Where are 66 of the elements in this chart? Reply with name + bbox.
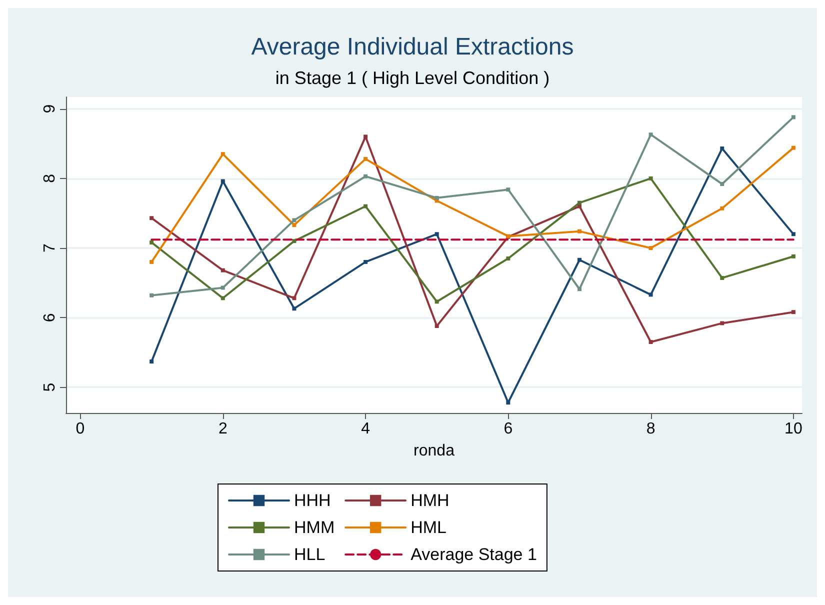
- y-tick-label: 6: [42, 313, 58, 322]
- point: [364, 204, 368, 208]
- point: [292, 218, 296, 222]
- point: [292, 296, 296, 300]
- point: [220, 296, 225, 300]
- point: [364, 174, 368, 178]
- legend-label: HHH: [294, 491, 331, 510]
- point: [292, 223, 296, 228]
- point: [720, 146, 724, 151]
- point: [577, 258, 582, 262]
- point: [648, 340, 653, 344]
- x-axis-title: ronda: [414, 442, 455, 460]
- point: [791, 232, 796, 236]
- point: [150, 216, 154, 220]
- point: [220, 179, 225, 184]
- point: [292, 306, 296, 311]
- point: [720, 276, 724, 280]
- point: [720, 206, 724, 210]
- point: [648, 292, 653, 297]
- chart-subtitle: in Stage 1 ( High Level Condition ): [275, 68, 550, 88]
- point: [220, 152, 225, 156]
- point: [791, 310, 796, 314]
- point: [791, 115, 796, 120]
- point: [434, 300, 439, 304]
- point: [364, 260, 368, 264]
- legend-label: Average Stage 1: [410, 545, 537, 564]
- legend-label: HMH: [410, 491, 450, 510]
- point: [506, 400, 510, 405]
- point: [648, 246, 653, 250]
- y-tick-label: 7: [42, 243, 58, 252]
- x-tick-label: 4: [361, 420, 370, 438]
- point: [434, 324, 439, 328]
- point: [220, 286, 225, 290]
- point: [434, 196, 439, 200]
- chart-title: Average Individual Extractions: [251, 34, 574, 60]
- point: [791, 254, 796, 258]
- point: [434, 232, 439, 236]
- x-tick-label: 6: [504, 420, 513, 438]
- point: [364, 134, 368, 139]
- point: [577, 200, 582, 205]
- point: [648, 176, 653, 180]
- point: [791, 146, 796, 150]
- x-tick-label: 2: [218, 420, 228, 438]
- point: [150, 260, 154, 264]
- y-tick-label: 8: [42, 174, 58, 183]
- point: [720, 321, 724, 326]
- point: [150, 240, 154, 244]
- x-tick-label: 0: [76, 420, 85, 438]
- y-tick-label: 5: [42, 382, 58, 392]
- point: [577, 229, 582, 234]
- point: [220, 268, 225, 272]
- legend-label: HLL: [294, 545, 326, 564]
- point: [577, 287, 582, 292]
- point: [648, 132, 653, 137]
- legend-label: HML: [410, 518, 447, 537]
- point: [506, 188, 510, 192]
- point: [150, 359, 154, 364]
- x-tick-label: 10: [784, 420, 802, 438]
- point: [720, 182, 724, 186]
- legend-label: HMM: [294, 518, 335, 537]
- point: [292, 239, 296, 244]
- point: [364, 156, 368, 161]
- point: [506, 256, 510, 260]
- point: [150, 293, 154, 298]
- y-tick-label: 9: [42, 104, 58, 114]
- x-tick-label: 8: [646, 420, 656, 438]
